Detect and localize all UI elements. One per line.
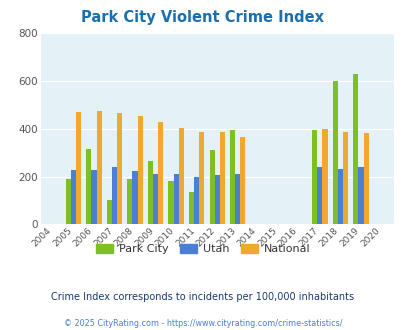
Bar [234, 174, 240, 224]
Bar [86, 149, 91, 224]
Text: Park City Violent Crime Index: Park City Violent Crime Index [81, 10, 324, 25]
Bar [214, 175, 219, 224]
Bar [168, 182, 173, 224]
Bar [66, 179, 71, 224]
Bar [188, 192, 194, 224]
Bar [209, 150, 214, 224]
Bar [342, 132, 347, 224]
Bar [230, 130, 234, 224]
Bar [322, 129, 327, 224]
Text: © 2025 CityRating.com - https://www.cityrating.com/crime-statistics/: © 2025 CityRating.com - https://www.city… [64, 319, 341, 328]
Text: Crime Index corresponds to incidents per 100,000 inhabitants: Crime Index corresponds to incidents per… [51, 292, 354, 302]
Bar [137, 115, 143, 224]
Bar [358, 167, 362, 224]
Bar [132, 171, 137, 224]
Bar [332, 81, 337, 224]
Bar [194, 177, 199, 224]
Bar [147, 161, 153, 224]
Bar [91, 170, 96, 224]
Bar [127, 179, 132, 224]
Bar [337, 169, 342, 224]
Bar [362, 133, 368, 224]
Bar [158, 121, 163, 224]
Bar [311, 130, 317, 224]
Bar [219, 132, 224, 224]
Legend: Park City, Utah, National: Park City, Utah, National [91, 239, 314, 258]
Bar [112, 167, 117, 224]
Bar [117, 113, 122, 224]
Bar [317, 167, 322, 224]
Bar [352, 74, 358, 224]
Bar [107, 200, 112, 224]
Bar [96, 111, 101, 224]
Bar [240, 137, 245, 224]
Bar [153, 174, 158, 224]
Bar [71, 170, 76, 224]
Bar [178, 128, 183, 224]
Bar [76, 113, 81, 224]
Bar [173, 174, 178, 224]
Bar [199, 132, 204, 224]
